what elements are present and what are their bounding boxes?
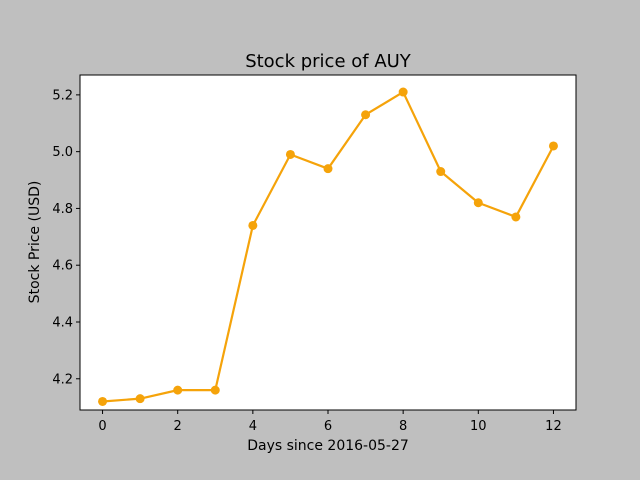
data-point [398, 87, 408, 97]
x-tick-label: 6 [324, 419, 332, 434]
x-axis-label: Days since 2016-05-27 [247, 438, 409, 454]
data-point [98, 396, 108, 406]
y-tick-label: 4.8 [52, 202, 73, 217]
chart-title: Stock price of AUY [245, 51, 412, 72]
data-point [436, 167, 446, 177]
y-axis-label: Stock Price (USD) [27, 181, 43, 304]
y-axis-ticks: 4.2 4.4 4.6 4.8 5.0 5.2 [52, 88, 80, 387]
x-tick-label: 10 [470, 419, 487, 434]
data-point [473, 198, 483, 208]
y-tick-label: 4.6 [52, 259, 73, 274]
plot-area [80, 75, 576, 410]
data-point [361, 110, 371, 120]
data-point [173, 385, 183, 395]
data-point [135, 394, 145, 404]
data-point [323, 164, 333, 174]
data-point [285, 149, 295, 159]
plot-frame [79, 74, 577, 411]
data-point [548, 141, 558, 151]
x-tick-label: 0 [98, 419, 106, 434]
x-tick-label: 4 [249, 419, 257, 434]
x-tick-label: 2 [174, 419, 182, 434]
y-tick-label: 4.4 [52, 315, 73, 330]
data-point [248, 220, 258, 230]
x-tick-label: 8 [399, 419, 407, 434]
data-point [511, 212, 521, 222]
y-tick-label: 5.0 [52, 145, 73, 160]
x-tick-label: 12 [545, 419, 562, 434]
x-axis-ticks: 0 2 4 6 8 10 12 [98, 410, 562, 434]
series-layer [98, 87, 558, 406]
data-point [210, 385, 220, 395]
y-tick-label: 4.2 [52, 372, 73, 387]
y-tick-label: 5.2 [52, 88, 73, 103]
